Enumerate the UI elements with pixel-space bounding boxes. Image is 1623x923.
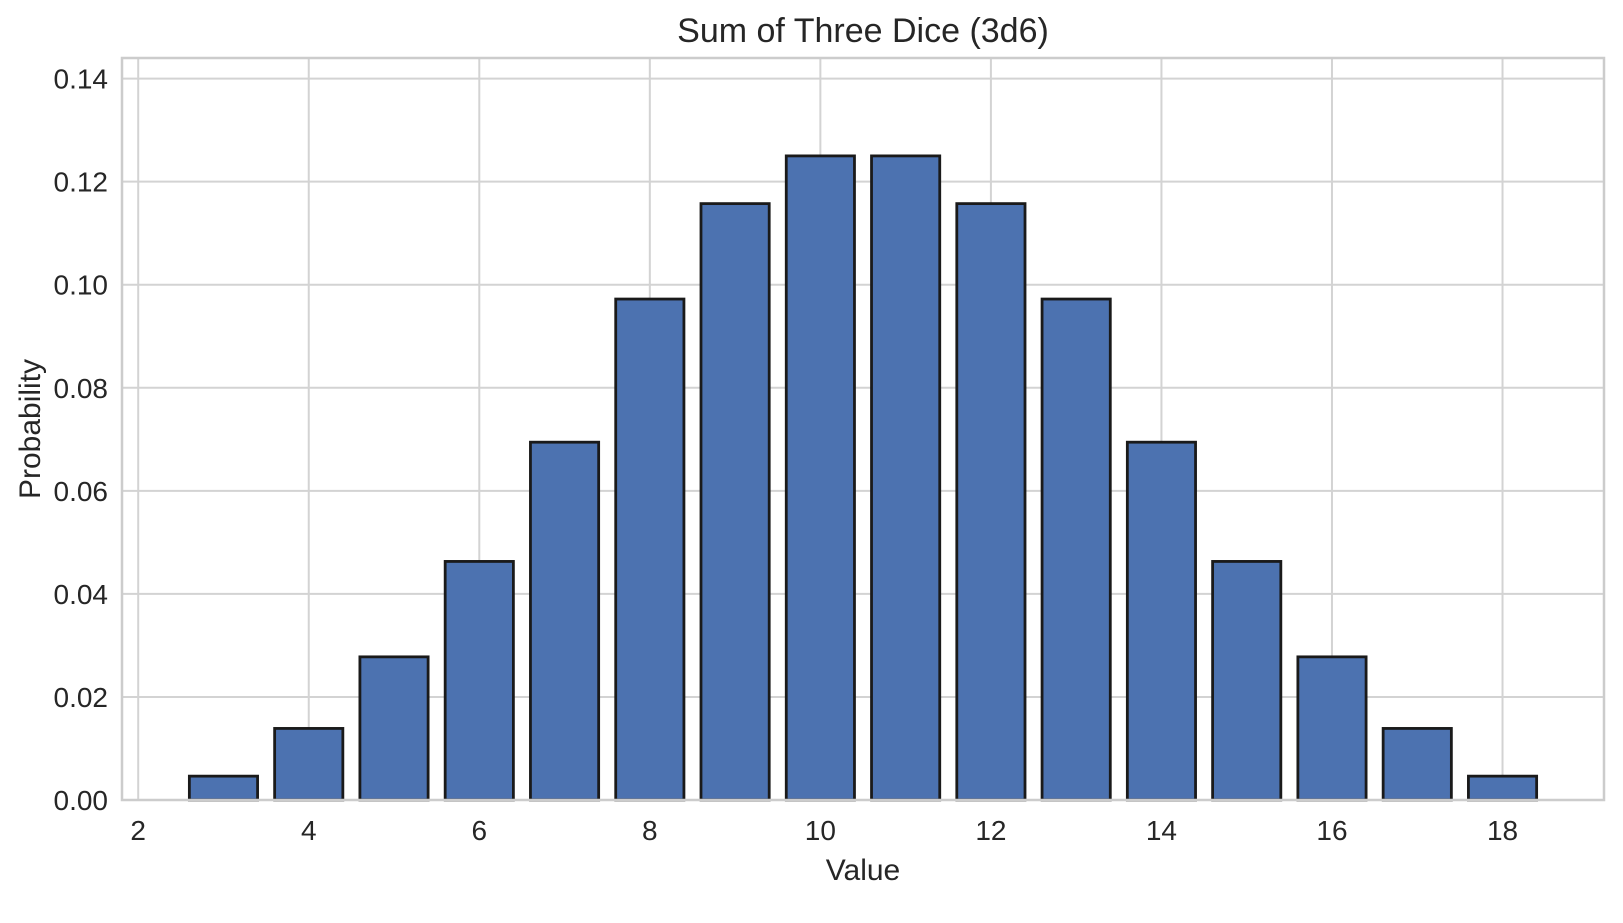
x-tick-label: 8: [642, 815, 658, 846]
bar-value-11: [870, 154, 942, 802]
bar-value-16: [1296, 655, 1368, 802]
bars: [187, 154, 1539, 802]
bar-value-18: [1467, 774, 1539, 802]
x-tick-label: 2: [130, 815, 146, 846]
bar-value-14: [1125, 440, 1197, 802]
y-tick-label: 0.12: [54, 167, 109, 198]
bar-value-3: [187, 774, 259, 802]
bar-value-17: [1381, 727, 1453, 802]
y-tick-label: 0.08: [54, 373, 109, 404]
y-tick-label: 0.06: [54, 476, 109, 507]
bar-value-4: [273, 727, 345, 802]
bar-value-15: [1211, 560, 1283, 802]
x-tick-label: 6: [471, 815, 487, 846]
x-tick-label: 16: [1316, 815, 1347, 846]
y-tick-label: 0.04: [54, 579, 109, 610]
bar-value-9: [699, 202, 771, 802]
x-tick-label: 18: [1487, 815, 1518, 846]
gridlines: [122, 58, 1604, 801]
x-tick-labels: 2 4 6 8 10 12 14 16 18: [130, 815, 1518, 846]
x-tick-label: 4: [301, 815, 317, 846]
y-axis-label: Probability: [14, 359, 47, 499]
y-tick-label: 0.02: [54, 682, 109, 713]
x-axis-label: Value: [826, 854, 901, 887]
bar-value-12: [955, 202, 1027, 802]
y-tick-label: 0.00: [54, 785, 109, 816]
y-tick-label: 0.14: [54, 64, 109, 95]
bar-value-7: [529, 440, 601, 802]
chart-title: Sum of Three Dice (3d6): [677, 12, 1049, 50]
plot-border: [120, 56, 1606, 802]
y-tick-labels: 0.00 0.02 0.04 0.06 0.08 0.10 0.12 0.14: [54, 64, 109, 816]
y-tick-label: 0.10: [54, 270, 109, 301]
bar-value-5: [358, 655, 430, 802]
bar-value-10: [784, 154, 856, 802]
bar-value-13: [1040, 297, 1112, 802]
plot-spines: [120, 56, 1606, 802]
x-tick-label: 14: [1146, 815, 1177, 846]
bar-value-6: [443, 560, 515, 802]
x-tick-label: 12: [975, 815, 1006, 846]
x-tick-label: 10: [805, 815, 836, 846]
bar-value-8: [614, 297, 686, 802]
